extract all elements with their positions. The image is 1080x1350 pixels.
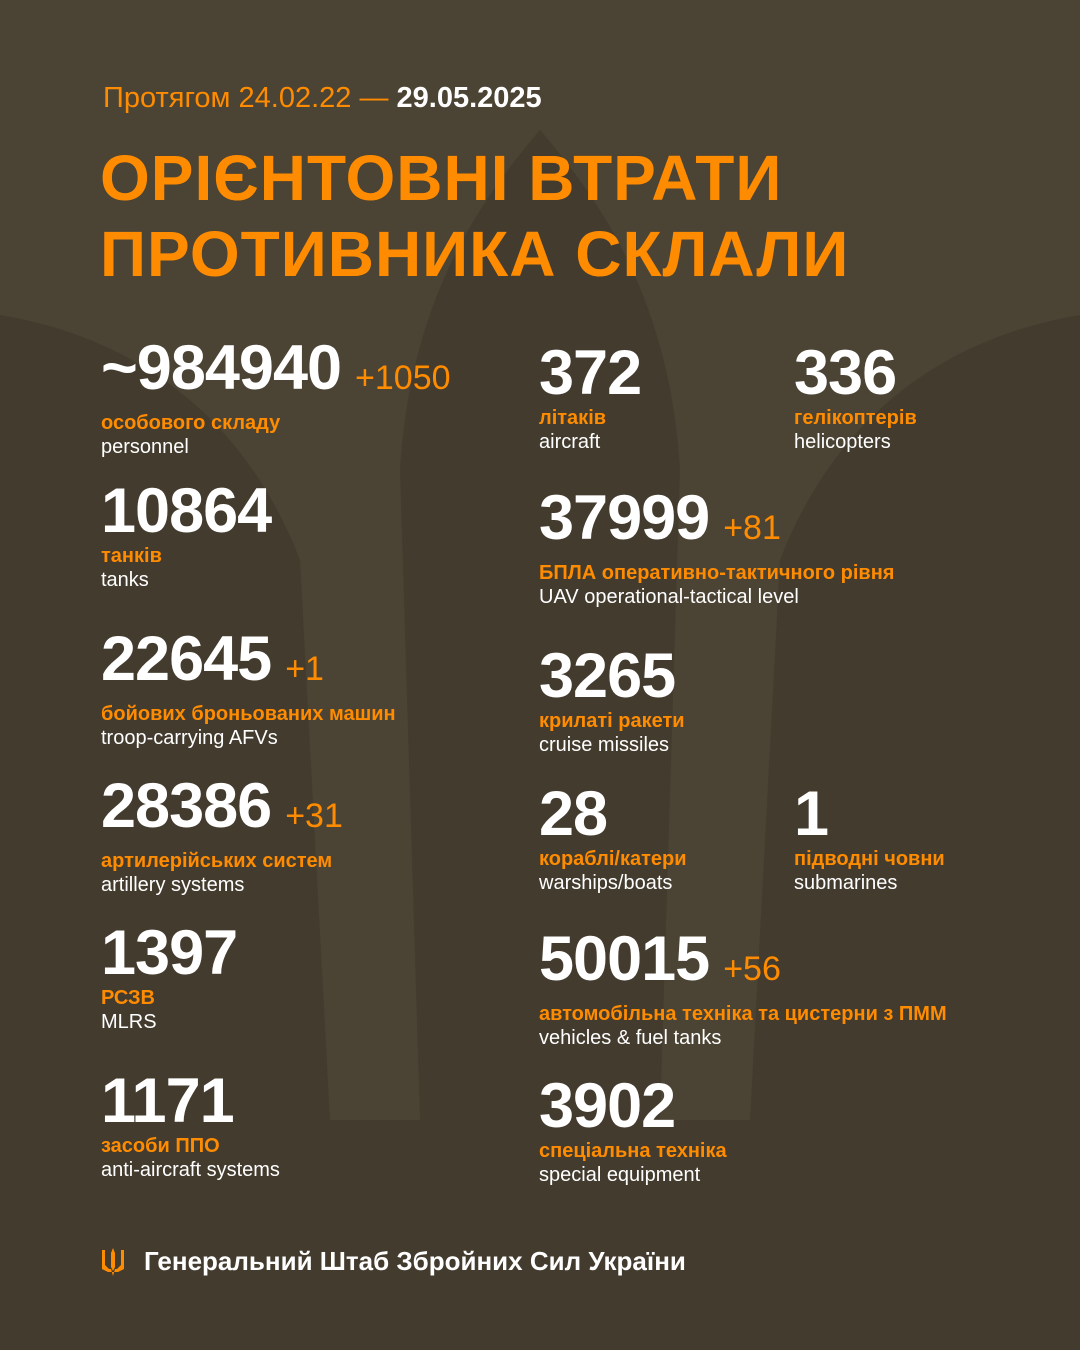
period: Протягом 24.02.22 — 29.05.2025 (103, 82, 542, 115)
stat-label-en: helicopters (794, 431, 891, 453)
stat-label-ua: артилерійських систем (101, 850, 333, 872)
stat-afv: 22645 +1 бойових броньованих машин troop-… (101, 628, 396, 750)
stat-label-ua: РСЗВ (101, 987, 155, 1009)
stat-number: 22645 (101, 624, 272, 694)
stat-value: 1 (794, 783, 945, 846)
stat-submarines: 1 підводні човни submarines (794, 783, 945, 895)
stat-label-en: troop-carrying AFVs (101, 727, 278, 749)
stat-label-ua: гелікоптерів (794, 407, 917, 429)
stat-label-en: personnel (101, 436, 189, 458)
stat-label-ua: БПЛА оперативно-тактичного рівня (539, 562, 895, 584)
stat-label-ua: спеціальна техніка (539, 1140, 727, 1162)
stat-label-ua: крилаті ракети (539, 710, 685, 732)
stat-delta: +31 (285, 797, 343, 835)
stat-label-ua: особового складу (101, 412, 281, 434)
stat-delta: +1050 (355, 359, 451, 397)
title-line-2: ПРОТИВНИКА СКЛАЛИ (100, 218, 850, 290)
stat-number: 1171 (101, 1066, 235, 1136)
stat-number: 336 (794, 338, 897, 408)
stat-value: 10864 (101, 480, 272, 543)
stat-artillery: 28386 +31 артилерійських систем artillery… (101, 775, 343, 897)
trident-icon (102, 1247, 124, 1276)
stat-special: 3902 спеціальна техніка special equipmen… (539, 1075, 727, 1187)
stat-value: 3902 (539, 1075, 727, 1138)
bg-shape-left (0, 315, 330, 1120)
stat-number: 28 (539, 779, 608, 849)
bg-shape-right (750, 315, 1080, 1120)
stat-number: 10864 (101, 476, 272, 546)
stat-delta: +1 (285, 650, 324, 688)
stat-tanks: 10864 танків tanks (101, 480, 272, 592)
stat-delta: +56 (723, 950, 781, 988)
stat-value: 22645 +1 (101, 628, 396, 700)
bg-bottom (0, 1120, 1080, 1350)
stat-value: 336 (794, 342, 917, 405)
stat-aircraft: 372 літаків aircraft (539, 342, 642, 454)
stat-value: 37999 +81 (539, 487, 894, 559)
stat-label-ua: кораблі/катери (539, 848, 687, 870)
stat-value: 1397 (101, 922, 238, 985)
stat-number: 372 (539, 338, 642, 408)
footer: Генеральний Штаб Збройних Сил України (100, 1246, 686, 1277)
stat-number: 1 (794, 779, 829, 849)
stat-number: 1397 (101, 918, 238, 988)
footer-text: Генеральний Штаб Збройних Сил України (144, 1246, 686, 1276)
page-title: ОРІЄНТОВНІ ВТРАТИ ПРОТИВНИКА СКЛАЛИ (100, 140, 849, 292)
stat-label-ua: засоби ППО (101, 1135, 220, 1157)
stat-number: 50015 (539, 924, 710, 994)
stat-label-en: vehicles & fuel tanks (539, 1027, 722, 1049)
stat-value: 50015 +56 (539, 928, 947, 1000)
stat-uav: 37999 +81 БПЛА оперативно-тактичного рівн… (539, 487, 894, 609)
stat-number: 3902 (539, 1071, 676, 1141)
stat-label-ua: підводні човни (794, 848, 945, 870)
stat-label-ua: автомобільна техніка та цистерни з ПММ (539, 1003, 947, 1025)
stat-vehicles: 50015 +56 автомобільна техніка та цистерн… (539, 928, 947, 1050)
stat-label-en: artillery systems (101, 874, 245, 896)
stat-personnel: ~984940 +1050 особового складу personnel (101, 337, 451, 459)
stat-label-ua: бойових броньованих машин (101, 703, 396, 725)
period-end-date: 29.05.2025 (396, 82, 542, 114)
title-line-1: ОРІЄНТОВНІ ВТРАТИ (100, 142, 783, 214)
stat-cruise-missiles: 3265 крилаті ракети cruise missiles (539, 645, 685, 757)
stat-label-en: UAV operational-tactical level (539, 586, 799, 608)
stat-label-en: special equipment (539, 1164, 701, 1186)
stat-number: 3265 (539, 641, 676, 711)
stat-delta: +81 (723, 509, 781, 547)
stat-air-defense: 1171 засоби ППО anti-aircraft systems (101, 1070, 280, 1182)
bg-shape-center (400, 130, 680, 1120)
stat-value: 372 (539, 342, 642, 405)
stat-label-en: anti-aircraft systems (101, 1159, 280, 1181)
stat-value: 28386 +31 (101, 775, 343, 847)
stat-value: 1171 (101, 1070, 280, 1133)
stat-label-ua: літаків (539, 407, 607, 429)
stat-label-en: submarines (794, 872, 898, 894)
stat-value: 3265 (539, 645, 685, 708)
stat-label-ua: танків (101, 545, 162, 567)
stat-label-en: MLRS (101, 1011, 157, 1033)
stat-warships: 28 кораблі/катери warships/boats (539, 783, 687, 895)
stat-value: ~984940 +1050 (101, 337, 451, 409)
stat-number: 37999 (539, 483, 710, 553)
stat-label-en: aircraft (539, 431, 601, 453)
stat-label-en: warships/boats (539, 872, 673, 894)
stat-value: 28 (539, 783, 687, 846)
period-prefix: Протягом 24.02.22 — (103, 82, 389, 114)
stat-mlrs: 1397 РСЗВ MLRS (101, 922, 238, 1034)
stat-number: ~984940 (101, 333, 342, 403)
stat-label-en: tanks (101, 569, 149, 591)
stat-number: 28386 (101, 771, 272, 841)
stat-helicopters: 336 гелікоптерів helicopters (794, 342, 917, 454)
stat-label-en: cruise missiles (539, 734, 670, 756)
